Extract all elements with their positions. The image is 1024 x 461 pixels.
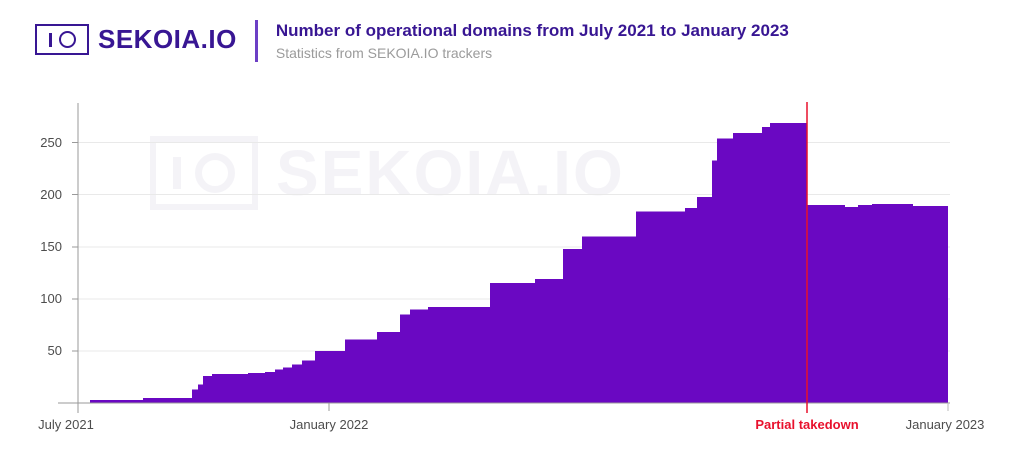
- page-subtitle: Statistics from SEKOIA.IO trackers: [275, 45, 493, 62]
- y-axis-label-100: 100: [40, 290, 62, 306]
- domains-step-area: [90, 122, 948, 404]
- y-axis-label-50: 50: [47, 342, 62, 358]
- y-axis-label-200: 200: [40, 186, 62, 202]
- header-divider: [254, 20, 258, 62]
- header: SEKOIA.IO Number of operational domains …: [35, 18, 789, 62]
- x-axis-label-july-2021: July 2021: [38, 417, 94, 432]
- title-block: Number of operational domains from July …: [276, 18, 789, 61]
- x-axis-label-january-2022: January 2022: [289, 417, 369, 432]
- x-axis-label-january-2023: January 2023: [905, 417, 985, 432]
- sekoia-logo: SEKOIA.IO: [35, 24, 237, 55]
- logo-o-circle: [58, 31, 76, 48]
- brand-name: SEKOIA.IO: [98, 24, 237, 54]
- partial-takedown-label: Partial takedown: [755, 417, 859, 432]
- y-axis-label-150: 150: [40, 238, 62, 254]
- y-axis-label-250: 250: [40, 134, 62, 150]
- page-title: Number of operational domains from July …: [275, 21, 789, 40]
- logo-i-bar: [48, 32, 52, 47]
- sekoia-logo-icon: [35, 24, 89, 55]
